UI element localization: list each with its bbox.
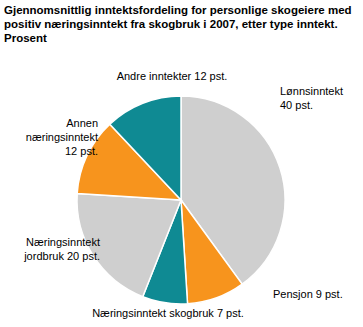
data-label: Pensjon 9 pst. xyxy=(273,288,343,300)
label-part: Annen xyxy=(66,117,98,129)
label-part: 9 pst. xyxy=(313,288,343,300)
label-part: 20 pst. xyxy=(64,250,100,262)
title: Gjennomsnittlig inntektsfordeling for pe… xyxy=(4,4,352,44)
slices xyxy=(77,96,285,304)
label-part: Lønnsinntekt xyxy=(280,85,343,97)
data-label: Annen næringsinntekt 12 pst. xyxy=(26,117,98,157)
data-label: Næringsinntekt jordbruk 20 pst. xyxy=(23,236,100,262)
label-part: 40 pst. xyxy=(280,99,313,111)
label-part: 12 pst. xyxy=(65,145,98,157)
label-part: næringsinntekt xyxy=(26,131,98,143)
chart: Gjennomsnittlig inntektsfordeling for pe… xyxy=(0,0,363,327)
label-part: Andre inntekter xyxy=(117,70,192,82)
label-part: jordbruk xyxy=(23,250,64,262)
slice xyxy=(181,200,242,304)
label-part: Pensjon xyxy=(273,288,313,300)
data-label: Næringsinntekt skogbruk 7 pst. xyxy=(92,307,244,319)
label-part: 12 pst. xyxy=(191,70,227,82)
label-part: Næringsinntekt xyxy=(26,236,100,248)
data-label: Andre inntekter 12 pst. xyxy=(117,70,228,82)
label-part: 7 pst. xyxy=(214,307,244,319)
label-part: Næringsinntekt skogbruk xyxy=(92,307,214,319)
slice xyxy=(110,96,181,200)
data-label: Lønnsinntekt 40 pst. xyxy=(280,85,343,111)
